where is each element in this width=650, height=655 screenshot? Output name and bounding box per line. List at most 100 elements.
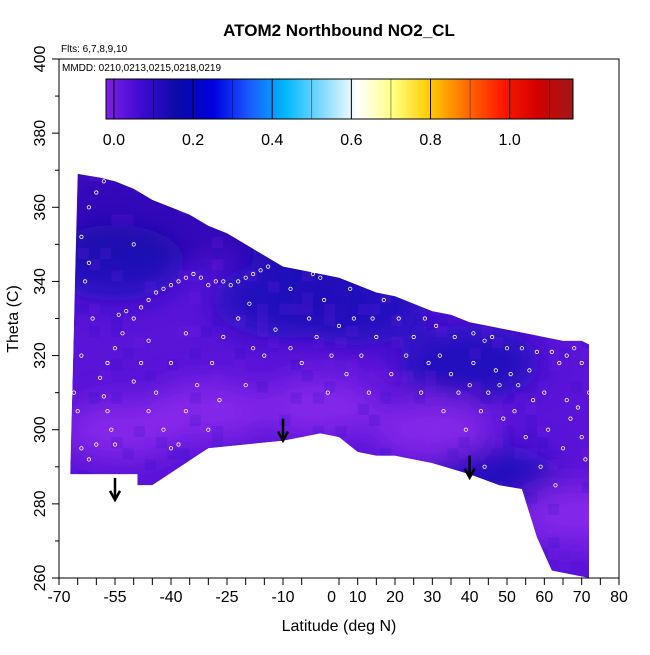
field-cell	[357, 548, 369, 560]
sample-point	[344, 371, 349, 377]
sample-point	[493, 368, 498, 373]
field-cell	[70, 481, 78, 493]
field-cell	[503, 181, 515, 193]
sample-point	[482, 338, 487, 343]
field-cell	[122, 548, 134, 560]
sample-point	[400, 264, 405, 269]
field-cell	[593, 259, 604, 270]
field-cell	[245, 481, 257, 493]
sample-point	[325, 390, 330, 395]
sample-point	[598, 427, 603, 432]
field-cell	[70, 314, 78, 326]
field-cell	[223, 559, 235, 571]
x-tick-label: -40	[159, 589, 182, 606]
sample-point	[482, 464, 487, 469]
field-cell	[447, 225, 459, 237]
field-cell	[424, 370, 437, 382]
field-cell	[189, 403, 201, 415]
field-cell	[514, 337, 526, 349]
sample-point	[415, 275, 420, 280]
field-cell	[279, 559, 291, 571]
field-cell	[346, 370, 358, 382]
sample-point	[534, 349, 540, 354]
field-cell	[312, 492, 325, 504]
sample-point	[359, 353, 364, 358]
field-cell	[88, 548, 101, 560]
field-cell	[402, 370, 414, 382]
sample-point	[168, 360, 174, 366]
field-cell	[88, 248, 101, 260]
field-cell	[368, 414, 381, 426]
field-cell	[256, 225, 269, 237]
sample-point	[321, 297, 327, 303]
field-cell	[189, 325, 201, 337]
sample-point	[523, 434, 528, 440]
field-cell	[458, 459, 470, 471]
field-cell	[167, 503, 179, 515]
field-cell	[525, 426, 537, 438]
field-cell	[480, 392, 493, 404]
field-cell	[380, 370, 392, 382]
field-cell	[312, 503, 325, 515]
field-cell	[570, 181, 582, 193]
x-tick-label: 50	[498, 589, 516, 606]
field-cell	[212, 437, 224, 449]
sample-point	[243, 275, 248, 280]
field-cell	[256, 248, 269, 260]
field-cell	[480, 225, 493, 237]
field-cell	[301, 359, 313, 371]
field-cell	[144, 437, 157, 449]
field-cell	[290, 236, 302, 248]
field-cell	[548, 537, 560, 549]
field-cell	[581, 248, 590, 260]
field-cell	[525, 526, 537, 538]
field-cell	[380, 470, 392, 482]
field-cell	[536, 426, 549, 438]
sample-point	[183, 275, 188, 280]
sample-point	[430, 282, 435, 288]
field-cell	[492, 259, 504, 271]
field-cell	[234, 426, 246, 438]
field-cell	[200, 503, 213, 515]
field-cell	[346, 459, 358, 471]
sample-point	[83, 279, 88, 284]
field-cell	[268, 448, 280, 460]
field-cell	[447, 492, 459, 504]
field-cell	[290, 359, 302, 371]
field-cell	[458, 403, 470, 415]
field-cell	[234, 348, 246, 360]
sample-point	[351, 316, 356, 321]
field-cell	[335, 337, 347, 349]
field-cell	[525, 392, 537, 404]
field-cell	[391, 426, 403, 438]
field-cell	[133, 225, 145, 237]
field-cell	[100, 559, 112, 571]
field-cell	[245, 270, 257, 282]
field-cell	[335, 203, 347, 215]
field-cell	[536, 381, 549, 393]
field-cell	[189, 348, 201, 360]
field-cell	[480, 259, 493, 271]
sample-point	[590, 501, 596, 506]
field-cell	[122, 173, 134, 182]
field-cell	[312, 426, 325, 438]
sample-point	[613, 501, 618, 506]
field-cell	[290, 303, 302, 315]
field-cell	[536, 303, 549, 315]
field-cell	[525, 214, 537, 226]
field-cell	[156, 515, 168, 527]
field-cell	[380, 392, 392, 404]
sample-point	[161, 286, 166, 291]
field-bright-zone	[514, 484, 590, 545]
field-cell	[223, 537, 235, 549]
field-cell	[290, 481, 302, 493]
field-cell	[492, 292, 504, 304]
field-cell	[88, 325, 101, 337]
sample-point	[206, 282, 211, 288]
colorbar-tick-label: 0.8	[419, 132, 441, 149]
field-cell	[122, 248, 134, 260]
field-cell	[525, 403, 537, 415]
sample-point	[501, 416, 506, 421]
field-cell	[167, 448, 179, 460]
field-cell	[570, 381, 582, 393]
